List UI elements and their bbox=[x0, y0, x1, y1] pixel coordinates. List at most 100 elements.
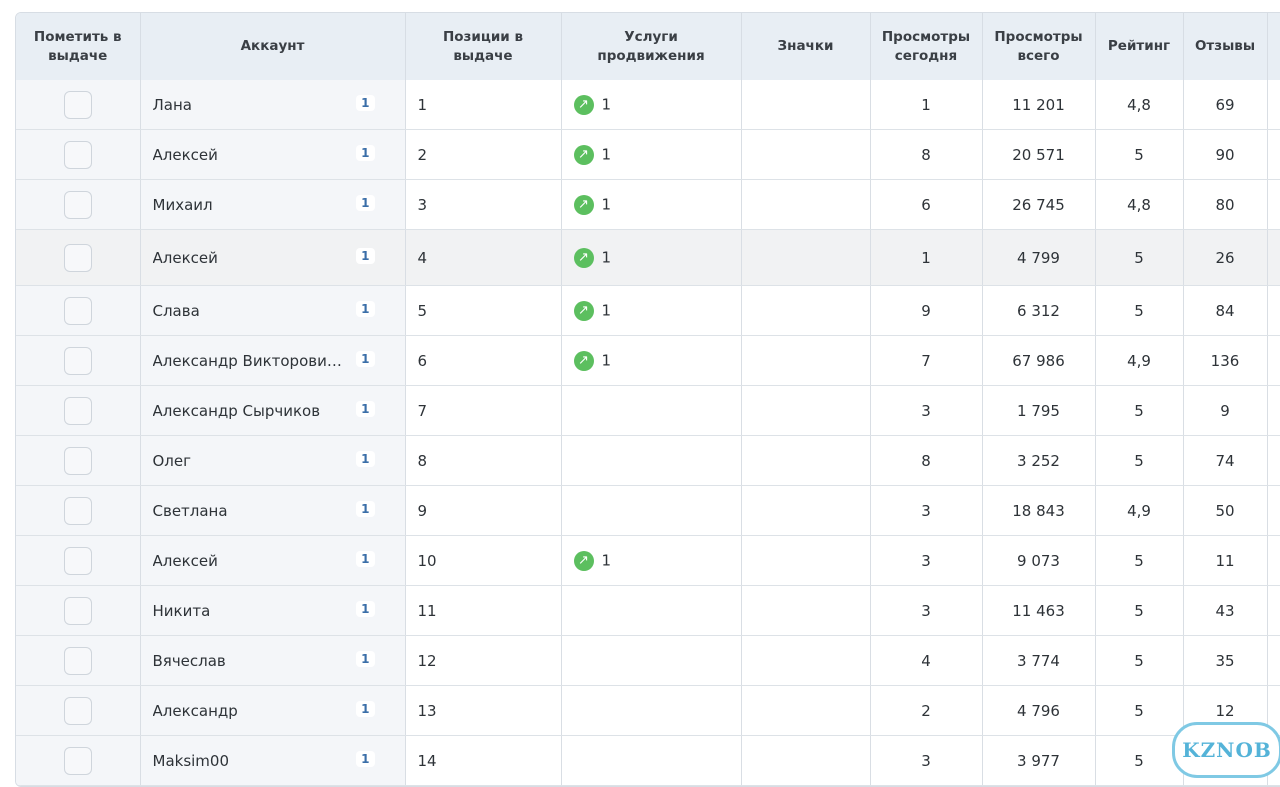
account-cell: Александр 1 bbox=[140, 685, 406, 736]
views-today: 2 bbox=[870, 685, 983, 736]
account-name[interactable]: Алексей bbox=[152, 145, 218, 164]
extra-cell bbox=[1267, 535, 1280, 586]
column-header[interactable]: Услуги продвижения bbox=[561, 13, 742, 80]
column-header bbox=[1267, 13, 1280, 80]
checkbox[interactable] bbox=[63, 496, 92, 525]
extra-cell bbox=[1267, 635, 1280, 686]
checkbox[interactable] bbox=[63, 296, 92, 325]
account-cell: Александр Викторови… 1 bbox=[140, 335, 406, 386]
checkbox[interactable] bbox=[63, 243, 92, 272]
extra-cell bbox=[1267, 585, 1280, 636]
checkbox[interactable] bbox=[63, 396, 92, 425]
rating: 5 bbox=[1095, 129, 1184, 180]
promo-cell: ↗ 1 bbox=[561, 285, 742, 336]
table-row: Александр 1 13 2 4 796 5 12 bbox=[16, 685, 1280, 736]
badges-cell bbox=[741, 335, 871, 386]
checkbox[interactable] bbox=[63, 90, 92, 119]
account-cell: Алексей 1 bbox=[140, 229, 406, 286]
views-total: 4 796 bbox=[982, 685, 1096, 736]
position: 7 bbox=[405, 385, 562, 436]
position: 9 bbox=[405, 485, 562, 536]
account-name[interactable]: Алексей bbox=[152, 248, 218, 267]
position: 6 bbox=[405, 335, 562, 386]
badges-cell bbox=[741, 735, 871, 786]
views-today: 4 bbox=[870, 635, 983, 686]
badges-cell bbox=[741, 179, 871, 230]
position: 4 bbox=[405, 229, 562, 286]
checkbox[interactable] bbox=[63, 190, 92, 219]
column-header[interactable]: Рейтинг bbox=[1095, 13, 1184, 80]
promo-icon: ↗ bbox=[573, 350, 594, 371]
checkbox[interactable] bbox=[63, 696, 92, 725]
rating: 5 bbox=[1095, 285, 1184, 336]
account-cell: Алексей 1 bbox=[140, 129, 406, 180]
reviews: 84 bbox=[1183, 285, 1268, 336]
promo-count: 1 bbox=[601, 145, 612, 163]
checkbox[interactable] bbox=[63, 746, 92, 775]
column-header[interactable]: Просмотры всего bbox=[982, 13, 1096, 80]
checkbox[interactable] bbox=[63, 596, 92, 625]
checkbox-cell bbox=[16, 179, 141, 230]
table-row: Алексей 1 4 ↗ 1 1 4 799 5 26 bbox=[16, 229, 1280, 286]
checkbox-cell bbox=[16, 485, 141, 536]
column-header[interactable]: Отзывы bbox=[1183, 13, 1268, 80]
promo-cell bbox=[561, 585, 742, 636]
account-name[interactable]: Александр Сырчиков bbox=[152, 401, 321, 420]
account-name[interactable]: Светлана bbox=[152, 501, 228, 520]
column-header[interactable]: Позиции в выдаче bbox=[405, 13, 562, 80]
promo-cell bbox=[561, 385, 742, 436]
checkbox[interactable] bbox=[63, 446, 92, 475]
checkbox-cell bbox=[16, 735, 141, 786]
account-name[interactable]: Олег bbox=[152, 451, 192, 470]
checkbox[interactable] bbox=[63, 346, 92, 375]
badges-cell bbox=[741, 635, 871, 686]
views-today: 3 bbox=[870, 535, 983, 586]
rating: 5 bbox=[1095, 585, 1184, 636]
promo-cell: ↗ 1 bbox=[561, 179, 742, 230]
views-total: 1 795 bbox=[982, 385, 1096, 436]
account-cell: Слава 1 bbox=[140, 285, 406, 336]
account-cell: Алексей 1 bbox=[140, 535, 406, 586]
position: 3 bbox=[405, 179, 562, 230]
checkbox[interactable] bbox=[63, 646, 92, 675]
badges-cell bbox=[741, 80, 871, 130]
column-header[interactable]: Пометить в выдаче bbox=[16, 13, 141, 80]
table-row: Maksim00 1 14 3 3 977 5 bbox=[16, 735, 1280, 786]
promo-cell: ↗ 1 bbox=[561, 535, 742, 586]
checkbox-cell bbox=[16, 535, 141, 586]
account-badge: 1 bbox=[356, 145, 375, 162]
reviews: 50 bbox=[1183, 485, 1268, 536]
extra-cell bbox=[1267, 385, 1280, 436]
account-badge: 1 bbox=[356, 351, 375, 368]
table: Пометить в выдаче Аккаунт Позиции в выдаче… bbox=[16, 13, 1280, 786]
column-header[interactable]: Значки bbox=[741, 13, 871, 80]
badges-cell bbox=[741, 585, 871, 636]
account-name[interactable]: Слава bbox=[152, 301, 200, 320]
account-name[interactable]: Алексей bbox=[152, 551, 218, 570]
account-name[interactable]: Михаил bbox=[152, 195, 213, 214]
checkbox[interactable] bbox=[63, 546, 92, 575]
account-name[interactable]: Лана bbox=[152, 95, 192, 114]
account-name[interactable]: Maksim00 bbox=[152, 751, 230, 770]
views-total: 67 986 bbox=[982, 335, 1096, 386]
table-row: Слава 1 5 ↗ 1 9 6 312 5 84 bbox=[16, 285, 1280, 336]
reviews: 136 bbox=[1183, 335, 1268, 386]
promo-cell bbox=[561, 635, 742, 686]
account-name[interactable]: Александр Викторови… bbox=[152, 351, 342, 370]
account-cell: Михаил 1 bbox=[140, 179, 406, 230]
account-name[interactable]: Александр bbox=[152, 701, 238, 720]
column-header[interactable]: Аккаунт bbox=[140, 13, 406, 80]
extra-cell bbox=[1267, 229, 1280, 286]
checkbox[interactable] bbox=[63, 140, 92, 169]
views-today: 9 bbox=[870, 285, 983, 336]
views-today: 8 bbox=[870, 435, 983, 486]
promo-count: 1 bbox=[601, 95, 612, 113]
column-header[interactable]: Просмотры сегодня bbox=[870, 13, 983, 80]
views-today: 1 bbox=[870, 80, 983, 130]
account-name[interactable]: Никита bbox=[152, 601, 211, 620]
account-badge: 1 bbox=[356, 401, 375, 418]
reviews: 9 bbox=[1183, 385, 1268, 436]
account-name[interactable]: Вячеслав bbox=[152, 651, 226, 670]
position: 8 bbox=[405, 435, 562, 486]
views-total: 3 774 bbox=[982, 635, 1096, 686]
